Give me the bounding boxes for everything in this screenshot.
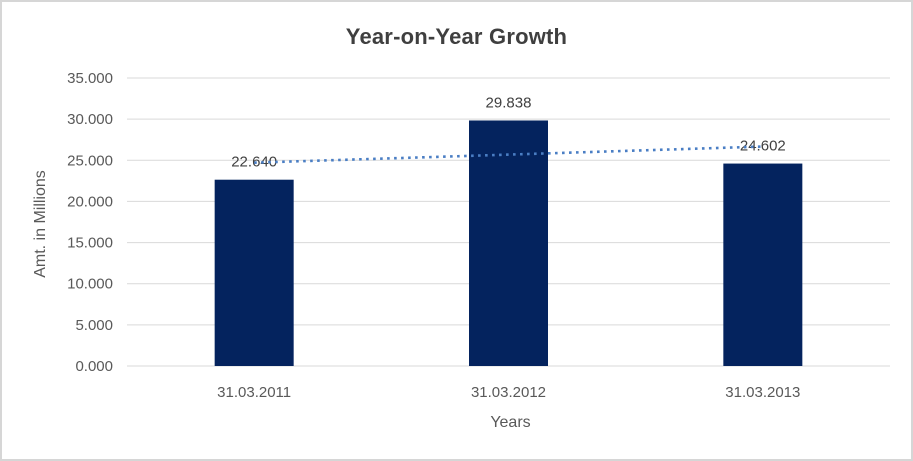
bar-data-label: 29.838 (486, 94, 532, 111)
trendline (254, 145, 763, 164)
y-tick-label: 0.000 (75, 358, 113, 375)
bar-data-label: 24.602 (740, 138, 786, 155)
x-axis-title: Years (490, 414, 531, 431)
bar (469, 120, 548, 366)
x-tick-label: 31.03.2013 (725, 384, 800, 401)
y-tick-label: 10.000 (67, 276, 113, 293)
y-tick-label: 5.000 (75, 317, 113, 334)
y-tick-label: 20.000 (67, 193, 113, 210)
y-tick-label: 15.000 (67, 235, 113, 252)
y-tick-label: 35.000 (67, 70, 113, 87)
y-tick-label: 30.000 (67, 111, 113, 128)
chart-title: Year-on-Year Growth (345, 24, 568, 49)
bar (214, 179, 294, 366)
bar (723, 163, 803, 366)
x-tick-label: 31.03.2012 (471, 384, 546, 401)
y-tick-label: 25.000 (67, 152, 113, 169)
x-tick-label: 31.03.2011 (217, 384, 291, 401)
